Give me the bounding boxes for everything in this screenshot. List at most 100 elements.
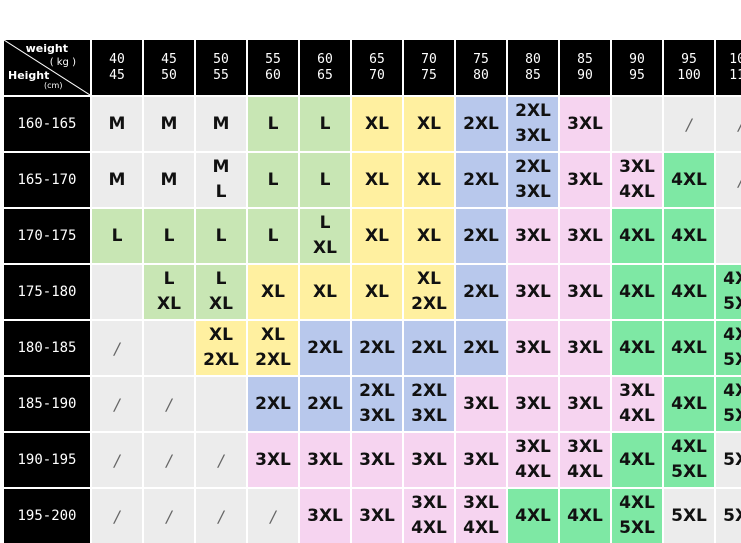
size-cell: /	[664, 97, 714, 151]
size-cell: 3XL	[508, 377, 558, 431]
size-label: 3XL	[255, 449, 291, 470]
size-label: L	[267, 225, 279, 246]
size-cell: L	[144, 209, 194, 263]
size-cell: /	[144, 433, 194, 487]
height-row-header: 180-185	[4, 321, 90, 375]
size-label: 2XL	[359, 381, 395, 401]
height-label: Height	[8, 69, 50, 82]
size-label: 4XL	[671, 393, 707, 414]
height-row-header: 190-195	[4, 433, 90, 487]
size-cell: 3XL	[300, 489, 350, 543]
size-cell: 2XL	[300, 321, 350, 375]
size-cell: 3XL	[456, 377, 506, 431]
weight-max: 80	[473, 67, 489, 83]
size-cell: XL	[352, 153, 402, 207]
size-label: 3XL	[359, 505, 395, 526]
size-cell: L	[248, 209, 298, 263]
size-cell: L	[300, 153, 350, 207]
size-cell: M	[144, 97, 194, 151]
size-label: 3XL	[463, 393, 499, 414]
size-label: L	[267, 169, 279, 190]
size-label: 3XL	[567, 169, 603, 190]
size-cell: 4XL	[664, 153, 714, 207]
size-label: 5XL	[619, 518, 655, 538]
size-label: 3XL	[463, 449, 499, 470]
size-cell: M	[92, 153, 142, 207]
size-label: XL	[261, 281, 285, 302]
size-cell: XL	[352, 265, 402, 319]
size-cell: 2XL	[456, 153, 506, 207]
size-label: L	[319, 169, 331, 190]
size-cell: 3XL	[508, 265, 558, 319]
size-cell: 4XL	[612, 265, 662, 319]
size-label: 4XL	[515, 505, 551, 526]
size-label: M	[160, 169, 178, 190]
weight-min: 55	[265, 51, 281, 67]
size-cell: 3XL	[248, 433, 298, 487]
size-label: M	[108, 169, 126, 190]
size-cell: 4XL	[612, 209, 662, 263]
size-cell	[144, 321, 194, 375]
size-label: 4XL	[463, 518, 499, 538]
size-label: 4XL	[671, 337, 707, 358]
size-cell: XL	[300, 265, 350, 319]
size-cell: 5XL	[716, 489, 741, 543]
size-label: 4XL	[567, 505, 603, 526]
weight-max: 55	[213, 67, 229, 83]
size-label: XL	[261, 325, 285, 345]
size-label: 3XL	[567, 225, 603, 246]
height-row-header: 165-170	[4, 153, 90, 207]
size-cell: 3XL	[560, 153, 610, 207]
size-cell: L	[248, 97, 298, 151]
size-cell	[196, 377, 246, 431]
size-label: M	[160, 113, 178, 134]
size-label: 3XL	[567, 337, 603, 358]
size-label: 4XL	[619, 449, 655, 470]
size-label: XL	[313, 281, 337, 302]
weight-header: 90 95	[612, 40, 662, 95]
size-cell: 2XL 3XL	[508, 153, 558, 207]
size-label: 3XL	[515, 281, 551, 302]
size-label: L	[111, 225, 123, 246]
size-label: 3XL	[463, 493, 499, 513]
size-cell: L	[196, 209, 246, 263]
size-cell: /	[92, 321, 142, 375]
size-cell: /	[144, 489, 194, 543]
weight-max: 45	[109, 67, 125, 83]
size-label: 2XL	[255, 393, 291, 414]
size-cell: 5XL	[716, 433, 741, 487]
weight-header: 70 75	[404, 40, 454, 95]
size-cell: 4XL	[664, 377, 714, 431]
size-cell: 4XL	[664, 209, 714, 263]
size-label: 4XL	[411, 518, 447, 538]
size-cell: 2XL	[456, 321, 506, 375]
size-cell: XL 2XL	[248, 321, 298, 375]
weight-label: weight	[25, 42, 68, 55]
size-cell: 3XL 4XL	[456, 489, 506, 543]
size-cell: 4XL	[612, 321, 662, 375]
size-label: XL	[365, 281, 389, 302]
size-label: 3XL	[307, 449, 343, 470]
size-label: 2XL	[463, 225, 499, 246]
size-label: 2XL	[463, 337, 499, 358]
size-cell: /	[144, 377, 194, 431]
size-cell: 4XL	[664, 321, 714, 375]
weight-min: 65	[369, 51, 385, 67]
size-cell: 2XL	[300, 377, 350, 431]
size-cell: /	[716, 153, 741, 207]
size-label: 4XL	[619, 337, 655, 358]
weight-min: 90	[629, 51, 645, 67]
size-label: 5XL	[671, 462, 707, 482]
size-cell: L XL	[300, 209, 350, 263]
size-label: 3XL	[515, 437, 551, 457]
size-label: XL	[365, 225, 389, 246]
weight-min: 70	[421, 51, 437, 67]
size-label: XL	[417, 269, 441, 289]
size-cell: 2XL	[352, 321, 402, 375]
size-cell: 3XL	[508, 209, 558, 263]
size-label: 3XL	[307, 505, 343, 526]
